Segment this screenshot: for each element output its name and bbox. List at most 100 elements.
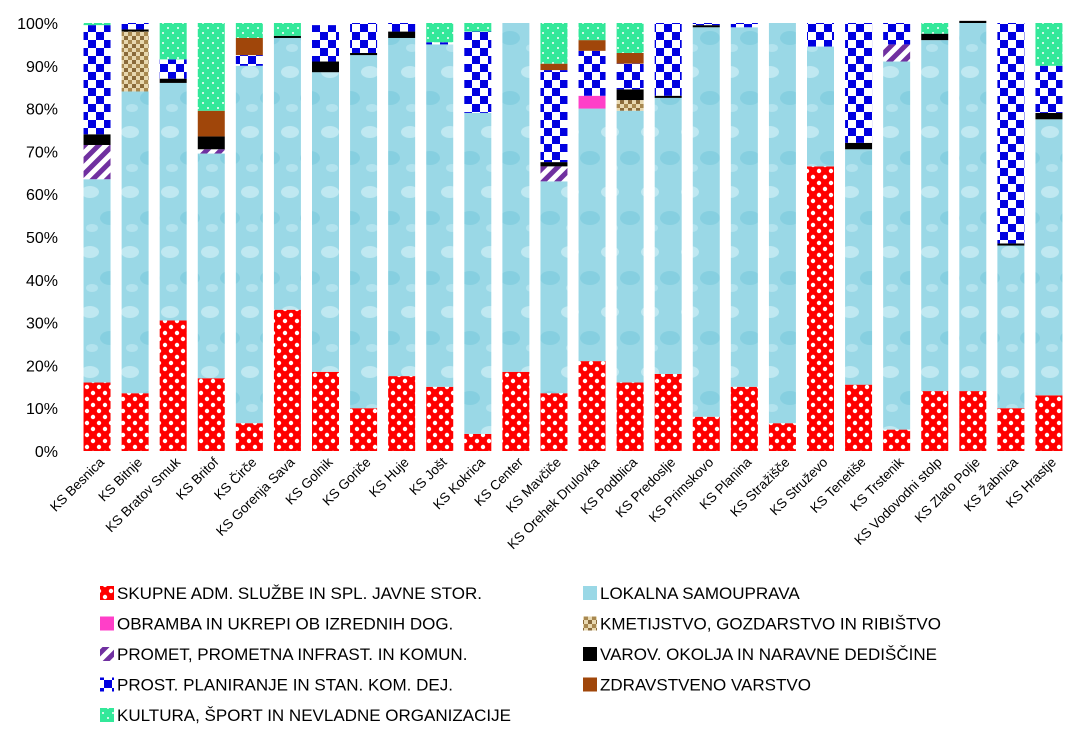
y-tick-label: 20% (26, 358, 58, 375)
bar-stack-ks-bratov-smuk (159, 23, 187, 451)
bar-segment-lokalna-samouprava (1035, 119, 1063, 396)
bar-segment-kultura-sport-in-nevladne-organizacije (197, 23, 225, 111)
bar-segment-prost-planiranje-in-stan-kom-dej (388, 23, 416, 32)
bar-segment-prost-planiranje-in-stan-kom-dej (1035, 65, 1063, 113)
bar-stack-ks-gorenja-sava (273, 23, 301, 451)
bar-stack-ks-britof (197, 23, 225, 451)
bar-stack-ks-gorice (350, 23, 378, 451)
bar-stack-ks-jost (426, 23, 454, 451)
legend: SKUPNE ADM. SLUŽBE IN SPL. JAVNE STOR. LO… (100, 584, 941, 725)
y-tick-label: 0% (35, 444, 58, 461)
legend-swatch (583, 677, 597, 692)
legend-label: LOKALNA SAMOUPRAVA (600, 584, 800, 603)
bar-segment-skupne-adm-sluzbe-in-spl-javne-stor (159, 320, 187, 451)
bar-segment-skupne-adm-sluzbe-in-spl-javne-stor (426, 386, 454, 451)
bar-segment-lokalna-samouprava (502, 23, 530, 372)
bar-segment-varov-okolja-in-naravne-dediscine (921, 33, 949, 41)
bar-segment-lokalna-samouprava (273, 37, 301, 310)
bar-stack-ks-bitnje (121, 23, 149, 451)
bar-segment-skupne-adm-sluzbe-in-spl-javne-stor (616, 382, 644, 451)
legend-label: PROMET, PROMETNA INFRAST. IN KOMUN. (117, 645, 467, 664)
bar-segment-lokalna-samouprava (959, 23, 987, 392)
bar-segment-skupne-adm-sluzbe-in-spl-javne-stor (197, 378, 225, 451)
bar-segment-skupne-adm-sluzbe-in-spl-javne-stor (312, 371, 339, 451)
bar-segment-varov-okolja-in-naravne-dediscine (159, 78, 187, 83)
bar-segment-lokalna-samouprava (312, 72, 339, 372)
bar-segment-kmetijstvo-gozdarstvo-in-ribistvo (121, 31, 149, 92)
legend-item: ZDRAVSTVENO VARSTVO (583, 676, 811, 695)
y-tick-label: 60% (26, 187, 58, 204)
bar-segment-skupne-adm-sluzbe-in-spl-javne-stor (540, 393, 568, 451)
bar-stack-ks-primskovo (692, 23, 720, 451)
bar-segment-lokalna-samouprava (388, 37, 416, 377)
bar-segment-lokalna-samouprava (692, 27, 720, 417)
bar-segment-varov-okolja-in-naravne-dediscine (654, 95, 682, 98)
bar-segment-lokalna-samouprava (426, 44, 454, 387)
bar-stack-ks-struzevo (807, 23, 834, 451)
bar-segment-kultura-sport-in-nevladne-organizacije (921, 23, 949, 34)
bar-segment-lokalna-samouprava (768, 23, 796, 424)
legend-item: SKUPNE ADM. SLUŽBE IN SPL. JAVNE STOR. (100, 584, 482, 603)
bar-segment-prost-planiranje-in-stan-kom-dej (464, 31, 492, 113)
bar-segment-zdravstveno-varstvo (235, 37, 263, 56)
x-tick-label: KS Besnica (47, 454, 107, 514)
bar-segment-skupne-adm-sluzbe-in-spl-javne-stor (1035, 395, 1063, 451)
bar-segment-skupne-adm-sluzbe-in-spl-javne-stor (730, 386, 758, 451)
bar-segment-lokalna-samouprava (578, 108, 606, 362)
bar-segment-kultura-sport-in-nevladne-organizacije (159, 23, 187, 60)
y-tick-label: 80% (26, 102, 58, 119)
legend-item: LOKALNA SAMOUPRAVA (583, 584, 800, 603)
legend-swatch (583, 616, 597, 631)
y-tick-label: 30% (26, 316, 58, 333)
bar-segment-varov-okolja-in-naravne-dediscine (845, 142, 873, 150)
bar-segment-prost-planiranje-in-stan-kom-dej (540, 70, 568, 163)
bar-stack-ks-kokrica (464, 23, 492, 451)
bar-stack-ks-strazisce (768, 23, 796, 451)
bar-segment-prost-planiranje-in-stan-kom-dej (350, 23, 378, 53)
bar-segment-varov-okolja-in-naravne-dediscine (616, 89, 644, 101)
bar-stack-ks-planina (730, 23, 758, 451)
bar-segment-varov-okolja-in-naravne-dediscine (273, 35, 301, 38)
bar-segment-prost-planiranje-in-stan-kom-dej (312, 25, 339, 62)
legend-label: VAROV. OKOLJA IN NARAVNE DEDIŠČINE (600, 645, 937, 664)
bar-segment-prost-planiranje-in-stan-kom-dej (426, 42, 454, 45)
bar-segment-lokalna-samouprava (83, 179, 111, 383)
bar-segment-varov-okolja-in-naravne-dediscine (350, 52, 378, 56)
bar-segment-zdravstveno-varstvo (540, 63, 568, 71)
bar-segment-prost-planiranje-in-stan-kom-dej (616, 63, 644, 90)
bar-segment-kultura-sport-in-nevladne-organizacije (1035, 23, 1063, 66)
bar-segment-prost-planiranje-in-stan-kom-dej (807, 23, 834, 47)
legend-item: PROST. PLANIRANJE IN STAN. KOM. DEJ. (100, 676, 453, 695)
bar-stack-ks-orehek-drulovka (578, 23, 606, 451)
bar-segment-lokalna-samouprava (121, 91, 149, 394)
bar-segment-skupne-adm-sluzbe-in-spl-javne-stor (921, 391, 949, 451)
bar-stack-ks-huje (388, 23, 416, 451)
bar-segment-lokalna-samouprava (654, 97, 682, 374)
bar-segment-lokalna-samouprava (197, 153, 225, 379)
bar-segment-kultura-sport-in-nevladne-organizacije (426, 23, 454, 43)
bar-stack-ks-vodovodni-stolp (921, 23, 949, 451)
legend-swatch (100, 708, 114, 722)
bar-stack-ks-zabnica (997, 23, 1025, 451)
bar-segment-prost-planiranje-in-stan-kom-dej (997, 23, 1025, 244)
bar-segment-lokalna-samouprava (464, 112, 492, 434)
bar-segment-varov-okolja-in-naravne-dediscine (997, 243, 1025, 246)
bar-segment-skupne-adm-sluzbe-in-spl-javne-stor (807, 166, 834, 451)
x-tick-label: KS Huje (366, 455, 412, 501)
bar-segment-varov-okolja-in-naravne-dediscine (312, 61, 339, 73)
bar-stack-ks-podblica (616, 23, 644, 451)
legend-item: OBRAMBA IN UKREPI OB IZREDNIH DOG. (100, 615, 453, 634)
bar-stack-ks-tenetise (845, 23, 873, 451)
y-tick-label: 70% (26, 144, 58, 161)
y-axis: 0% 10% 20% 30% 40% 50% 60% 70% 80% 90% 100% (17, 16, 58, 461)
bar-segment-zdravstveno-varstvo (616, 52, 644, 64)
y-tick-label: 10% (26, 401, 58, 418)
bar-stack-ks-hrastje (1035, 23, 1063, 451)
legend-label: SKUPNE ADM. SLUŽBE IN SPL. JAVNE STOR. (117, 584, 482, 603)
bars (83, 20, 1063, 451)
bar-segment-promet-prometna-infrast-in-komun (883, 44, 911, 62)
bar-segment-lokalna-samouprava (845, 149, 873, 385)
legend-item: KMETIJSTVO, GOZDARSTVO IN RIBIŠTVO (583, 615, 941, 634)
